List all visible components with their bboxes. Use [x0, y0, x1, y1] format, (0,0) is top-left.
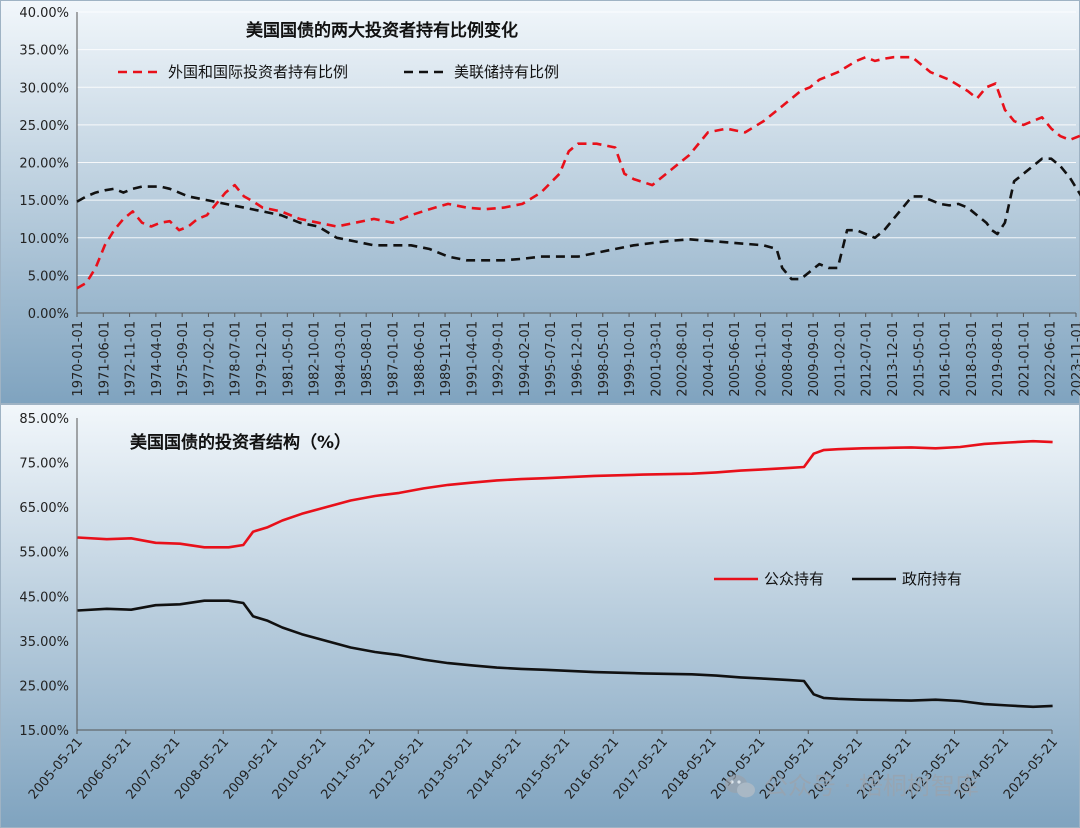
y-tick-label: 40.00% [19, 6, 69, 21]
x-tick-label: 2006-11-01 [755, 321, 770, 397]
x-tick-label: 1982-10-01 [308, 321, 323, 397]
watermark: 公众号 · 梧桐树智库 [722, 766, 1052, 806]
x-tick-label: 2002-08-01 [676, 321, 691, 397]
x-tick-label: 2004-01-01 [702, 321, 717, 397]
x-tick-label: 2016-10-01 [939, 321, 954, 397]
series-line-0 [77, 439, 1053, 549]
x-tick-label: 2005-06-01 [728, 321, 743, 397]
x-tick-label: 2013-12-01 [886, 321, 901, 397]
y-tick-label: 55.00% [19, 546, 69, 561]
y-tick-label: 15.00% [19, 194, 69, 209]
watermark-text: 公众号 · 梧桐树智库 [764, 772, 979, 800]
x-tick-label: 2019-08-01 [991, 321, 1006, 397]
x-tick-label: 1985-08-01 [360, 321, 375, 397]
x-tick-label: 1999-10-01 [623, 321, 638, 397]
x-tick-label: 2022-06-01 [1044, 321, 1059, 397]
x-tick-label: 1981-05-01 [281, 321, 296, 397]
legend-label-0: 公众持有 [764, 570, 824, 588]
y-tick-label: 45.00% [19, 590, 69, 605]
x-tick-label: 1972-11-01 [124, 321, 139, 397]
x-tick-label: 1994-02-01 [518, 321, 533, 397]
x-tick-label: 2008-04-01 [781, 321, 796, 397]
x-tick-label: 1974-04-01 [150, 321, 165, 397]
series-line-0 [76, 55, 1080, 290]
chart-background [0, 0, 1080, 404]
x-tick-label: 1977-02-01 [202, 321, 217, 397]
y-tick-label: 25.00% [19, 119, 69, 134]
chart-background [0, 404, 1080, 828]
legend-label-0: 外国和国际投资者持有比例 [168, 63, 348, 81]
y-tick-label: 35.00% [19, 635, 69, 650]
y-tick-label: 10.00% [19, 232, 69, 247]
x-tick-label: 1992-09-01 [492, 321, 507, 397]
y-tick-label: 75.00% [19, 457, 69, 472]
x-tick-label: 2015-05-01 [912, 321, 927, 397]
x-tick-label: 1989-11-01 [439, 321, 454, 397]
x-tick-label: 1978-07-01 [229, 321, 244, 397]
y-tick-label: 20.00% [19, 157, 69, 172]
x-tick-label: 1970-01-01 [71, 321, 86, 397]
legend-label-1: 政府持有 [902, 570, 962, 588]
y-tick-label: 65.00% [19, 501, 69, 516]
series-line-1 [76, 157, 1080, 281]
legend-label-1: 美联储持有比例 [454, 63, 559, 81]
x-tick-label: 1984-03-01 [334, 321, 349, 397]
x-tick-label: 2018-03-01 [965, 321, 980, 397]
chart-title: 美国国债的投资者结构（%） [130, 432, 351, 453]
y-tick-label: 15.00% [19, 724, 69, 739]
x-tick-label: 2001-03-01 [649, 321, 664, 397]
chart-foreign-fed-holdings: 0.00% 5.00% 10.00% 15.00% 20.00% 25.00% 30.00%… [0, 0, 1080, 404]
x-tick-label: 1996-12-01 [571, 321, 586, 397]
x-tick-label: 2011-02-01 [833, 321, 848, 397]
y-tick-label: 0.00% [28, 307, 69, 322]
x-tick-label: 1988-06-01 [413, 321, 428, 397]
y-tick-label: 30.00% [19, 81, 69, 96]
x-tick-label: 2021-01-01 [1017, 321, 1032, 397]
y-tick-label: 5.00% [28, 269, 69, 284]
x-tick-label: 1987-01-01 [386, 321, 401, 397]
y-tick-label: 25.00% [19, 679, 69, 694]
x-tick-label: 2009-09-01 [807, 321, 822, 397]
x-tick-label: 1971-06-01 [97, 321, 112, 397]
x-tick-label: 2023-11-01 [1070, 321, 1080, 397]
chart-investor-structure: 15.00% 25.00% 35.00% 45.00% 55.00% 65.00% 75.0… [0, 404, 1080, 828]
chart-title: 美国国债的两大投资者持有比例变化 [246, 20, 518, 41]
x-tick-label: 2012-07-01 [860, 321, 875, 397]
wechat-icon [725, 775, 755, 798]
x-tick-label: 1991-04-01 [465, 321, 480, 397]
y-tick-label: 35.00% [19, 44, 69, 59]
y-tick-label: 85.00% [19, 412, 69, 427]
series-line-1 [77, 599, 1053, 709]
x-tick-label: 1995-07-01 [544, 321, 559, 397]
x-tick-label: 1975-09-01 [176, 321, 191, 397]
x-tick-label: 1979-12-01 [255, 321, 270, 397]
x-tick-label: 1998-05-01 [597, 321, 612, 397]
